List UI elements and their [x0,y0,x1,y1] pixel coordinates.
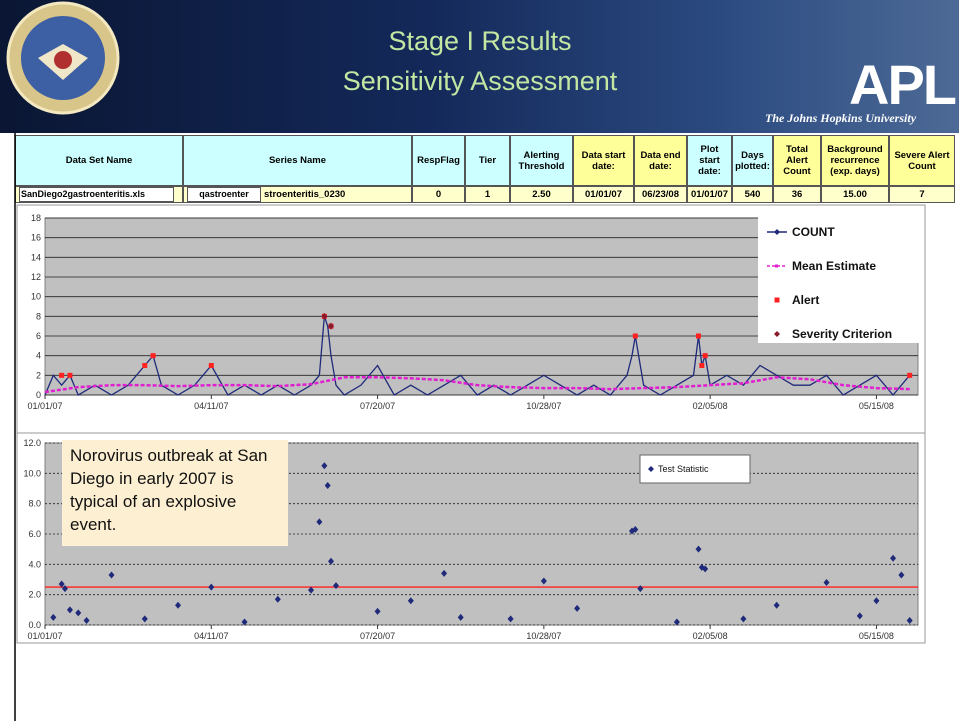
y-tick-label: 12.0 [23,438,41,448]
y-tick-label: 18 [31,213,41,223]
x-tick-label: 10/28/07 [526,631,561,641]
data-point [633,334,638,339]
y-tick-label: 12 [31,272,41,282]
y-tick-label: 8.0 [28,499,41,509]
slide: Stage I Results Sensitivity Assessment A… [0,0,959,721]
legend [758,215,923,343]
y-tick-label: 6.0 [28,529,41,539]
y-tick-label: 6 [36,331,41,341]
x-tick-label: 02/05/08 [693,401,728,411]
data-point [142,363,147,368]
x-tick-label: 10/28/07 [526,401,561,411]
legend-swatch [775,265,778,268]
x-tick-label: 07/20/07 [360,631,395,641]
data-point [907,373,912,378]
legend-label: Severity Criterion [792,327,892,341]
data-point [151,353,156,358]
legend-label: COUNT [792,225,835,239]
subtitle: Sensitivity Assessment [200,66,760,97]
header: Stage I Results Sensitivity Assessment A… [0,0,959,133]
callout: Norovirus outbreak at San Diego in early… [62,440,288,546]
x-tick-label: 01/01/07 [27,631,62,641]
x-tick-label: 02/05/08 [693,631,728,641]
data-point [699,363,704,368]
y-tick-label: 8 [36,311,41,321]
legend-label: Test Statistic [658,464,709,474]
y-tick-label: 2 [36,370,41,380]
y-tick-label: 4.0 [28,559,41,569]
data-point [703,353,708,358]
logo-subtext: The Johns Hopkins University [765,111,916,126]
data-point [696,334,701,339]
y-tick-label: 10 [31,292,41,302]
legend-label: Mean Estimate [792,259,876,273]
seal [0,0,140,133]
x-tick-label: 07/20/07 [360,401,395,411]
x-tick-label: 05/15/08 [859,631,894,641]
legend-label: Alert [792,293,819,307]
x-tick-label: 01/01/07 [27,401,62,411]
y-tick-label: 0.0 [28,620,41,630]
title: Stage I Results [200,26,760,57]
y-tick-label: 0 [36,390,41,400]
y-tick-label: 14 [31,252,41,262]
data-point [59,373,64,378]
x-tick-label: 04/11/07 [194,631,228,641]
y-tick-label: 2.0 [28,590,41,600]
legend-swatch [775,298,780,303]
y-tick-label: 10.0 [23,468,41,478]
data-point [67,373,72,378]
data-point [209,363,214,368]
x-tick-label: 05/15/08 [859,401,894,411]
x-tick-label: 04/11/07 [194,401,228,411]
charts: 0 2 4 6 8 10 12 14 16 18 01/01/07 04/11/07 07/20/07 1… [0,133,959,721]
logo: APL [849,52,955,117]
y-tick-label: 16 [31,233,41,243]
y-tick-label: 4 [36,351,41,361]
